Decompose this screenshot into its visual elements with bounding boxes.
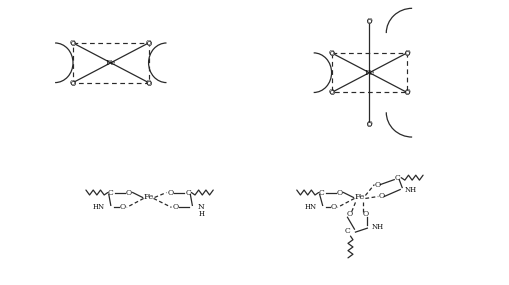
Text: C: C <box>394 174 400 182</box>
Text: Fe: Fe <box>144 194 154 201</box>
Text: O: O <box>146 39 152 47</box>
Text: HN: HN <box>304 203 317 211</box>
Text: O: O <box>329 88 334 97</box>
Text: H: H <box>199 210 204 218</box>
Text: O: O <box>366 120 372 128</box>
Text: O: O <box>146 79 152 87</box>
Text: O: O <box>374 181 380 189</box>
Text: NH: NH <box>405 186 417 194</box>
Text: C: C <box>345 227 350 235</box>
Text: O: O <box>366 17 372 25</box>
Text: Fe: Fe <box>106 59 116 67</box>
Text: O: O <box>329 49 334 57</box>
Text: O: O <box>336 188 343 197</box>
Text: O: O <box>173 203 179 211</box>
Text: C: C <box>319 188 325 197</box>
Text: HN: HN <box>93 203 105 211</box>
Text: O: O <box>404 88 410 97</box>
Text: NH: NH <box>371 223 383 231</box>
Text: O: O <box>167 188 174 197</box>
Text: O: O <box>362 210 369 218</box>
Text: O: O <box>330 203 336 211</box>
Text: O: O <box>70 79 76 87</box>
Text: O: O <box>126 188 132 197</box>
Text: C: C <box>108 188 114 197</box>
Text: O: O <box>404 49 410 57</box>
Text: Fe: Fe <box>354 194 364 201</box>
Text: O: O <box>378 192 384 200</box>
Text: O: O <box>347 210 353 218</box>
Text: C: C <box>185 188 191 197</box>
Text: Fe: Fe <box>364 69 375 77</box>
Text: O: O <box>120 203 126 211</box>
Text: O: O <box>70 39 76 47</box>
Text: N: N <box>198 203 205 211</box>
